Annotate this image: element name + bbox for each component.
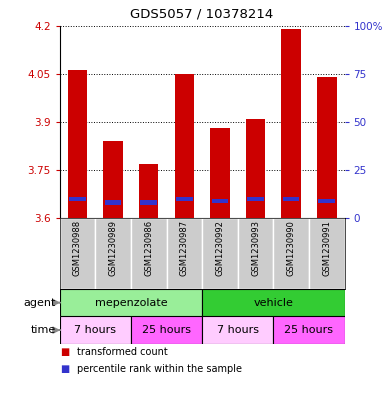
Bar [273,218,309,289]
Text: GSM1230986: GSM1230986 [144,220,153,276]
Text: percentile rank within the sample: percentile rank within the sample [77,364,242,375]
Bar [309,218,345,289]
Bar [166,218,202,289]
Text: 25 hours: 25 hours [285,325,333,335]
Bar [105,200,121,205]
Text: GDS5057 / 10378214: GDS5057 / 10378214 [131,7,274,20]
Text: GSM1230989: GSM1230989 [109,220,117,276]
Text: 25 hours: 25 hours [142,325,191,335]
Text: GSM1230990: GSM1230990 [287,220,296,276]
Bar [273,316,345,344]
Text: GSM1230992: GSM1230992 [216,220,224,276]
Bar [60,316,131,344]
Text: GSM1230993: GSM1230993 [251,220,260,276]
Bar [68,70,87,218]
Bar [202,218,238,289]
Text: 7 hours: 7 hours [74,325,116,335]
Text: transformed count: transformed count [77,347,168,357]
Bar [95,218,131,289]
Bar [176,196,192,201]
Text: vehicle: vehicle [253,298,293,308]
Text: ■: ■ [60,364,69,375]
Text: GSM1230991: GSM1230991 [322,220,331,276]
Text: ■: ■ [60,347,69,357]
Bar [283,196,300,201]
Text: GSM1230987: GSM1230987 [180,220,189,276]
Bar [202,316,273,344]
Bar [103,141,123,218]
Bar [131,218,166,289]
Bar [131,316,202,344]
Bar [238,218,273,289]
Bar [202,289,345,316]
Bar [141,200,157,205]
Bar [212,198,228,203]
Text: mepenzolate: mepenzolate [95,298,167,308]
Bar [247,196,264,201]
Bar [246,119,265,218]
Bar [281,29,301,218]
Bar [174,74,194,218]
Bar [318,198,335,203]
Bar [210,128,230,218]
Text: 7 hours: 7 hours [217,325,259,335]
Bar [60,289,202,316]
Bar [60,218,95,289]
Bar [317,77,336,218]
Bar [139,163,159,218]
Text: agent: agent [23,298,56,308]
Text: time: time [30,325,56,335]
Bar [69,196,86,201]
Text: GSM1230988: GSM1230988 [73,220,82,276]
